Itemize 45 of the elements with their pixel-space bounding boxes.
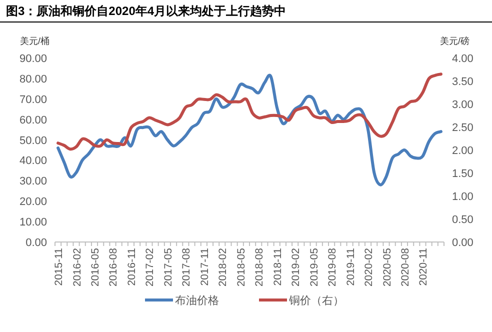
x-tick-label: 2019-11 <box>344 248 357 286</box>
y2-tick-label: 3.00 <box>452 99 474 111</box>
y2-tick-label: 3.50 <box>452 76 474 88</box>
y2-tick-label: 0.50 <box>452 214 474 226</box>
y-tick-label: 30.00 <box>19 176 47 188</box>
y2-tick-label: 2.50 <box>452 122 474 134</box>
x-tick-label: 2020-02 <box>363 248 376 287</box>
x-tick-label: 2016-08 <box>108 248 120 287</box>
title: 图3：原油和铜价自2020年4月以来均处于上行趋势中 <box>6 4 286 18</box>
x-tick-label: 2018-05 <box>235 248 248 287</box>
x-tick-label: 2017-02 <box>144 248 156 287</box>
x-tick-label: 2019-08 <box>326 248 339 287</box>
x-tick-label: 2020-05 <box>381 248 394 287</box>
x-tick-label: 2019-02 <box>290 248 302 287</box>
x-tick-label: 2020-08 <box>399 248 412 287</box>
x-tick-label: 2020-11 <box>418 248 430 286</box>
legend-label: 铜价（右） <box>288 295 344 307</box>
x-tick-label: 2018-11 <box>272 248 284 286</box>
x-tick-label: 2017-11 <box>198 248 211 286</box>
y2-tick-label: 1.00 <box>452 191 474 203</box>
y-tick-label: 40.00 <box>19 155 47 168</box>
y2-tick-label: 0.00 <box>452 237 474 249</box>
y-tick-label: 80.00 <box>19 73 47 86</box>
y-tick-label: 10.00 <box>19 216 47 229</box>
y-axis-title: 美元/桶 <box>20 36 50 46</box>
y-tick-label: 0.00 <box>26 237 47 249</box>
x-tick-label: 2016-05 <box>90 248 102 287</box>
y-tick-label: 20.00 <box>19 196 47 208</box>
x-tick-label: 2019-05 <box>308 248 320 287</box>
y-tick-label: 60.00 <box>19 114 47 126</box>
x-tick-label: 2018-08 <box>254 248 266 287</box>
y-tick-label: 70.00 <box>19 94 47 106</box>
y2-tick-label: 4.00 <box>452 53 474 65</box>
x-tick-label: 2017-05 <box>162 248 174 287</box>
x-tick-label: 2018-02 <box>217 248 230 287</box>
x-tick-label: 2016-11 <box>126 248 138 286</box>
y-tick-label: 50.00 <box>19 134 47 147</box>
x-tick-label: 2016-02 <box>71 248 84 287</box>
y2-axis-title: 美元/磅 <box>440 36 470 46</box>
y2-tick-label: 2.00 <box>452 145 474 157</box>
x-tick-label: 2015-11 <box>53 248 66 286</box>
legend-label: 布油价格 <box>175 294 219 307</box>
y2-tick-label: 1.50 <box>452 168 474 180</box>
x-tick-label: 2017-08 <box>180 248 193 287</box>
y-tick-label: 90.00 <box>19 53 47 65</box>
